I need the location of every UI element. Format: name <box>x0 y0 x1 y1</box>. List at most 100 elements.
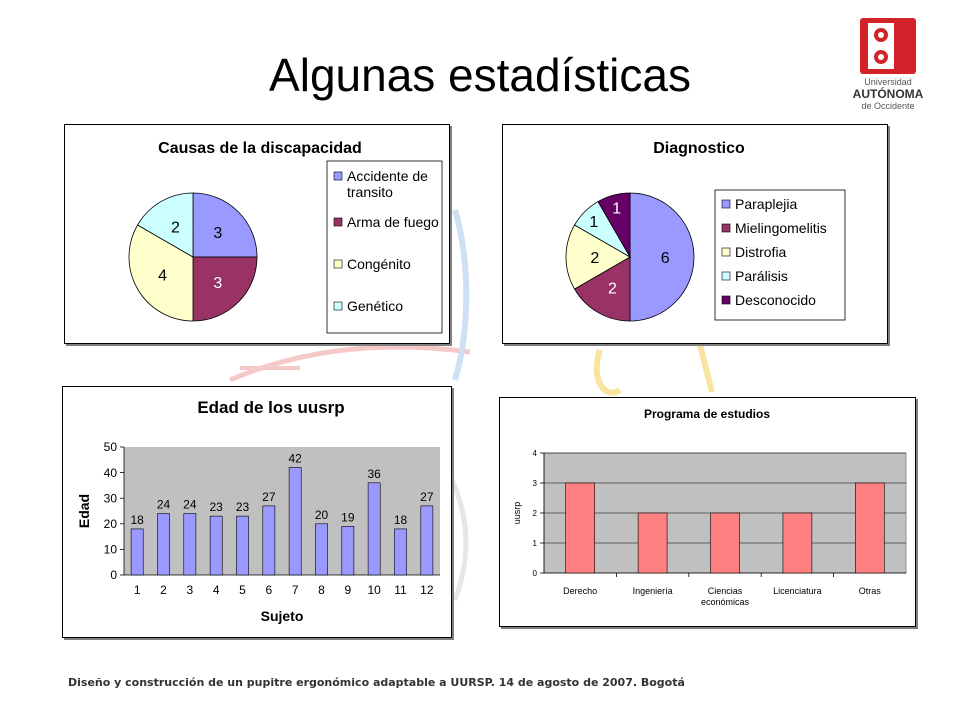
chart-edad-svg: Edad de los uusrp 0 10 20 30 40 50 18 1 24 2 24 3 23 4… <box>76 398 440 624</box>
bar-3 <box>183 513 197 576</box>
chart-programa-panel: Programa de estudios 0 1 2 3 4 Derecho Ingenier… <box>499 397 916 627</box>
chart-title: Diagnostico <box>653 140 745 157</box>
legend-swatch-3 <box>333 259 343 269</box>
logo-line-3: de Occidente <box>861 101 914 111</box>
legend-label-5: Desconocido <box>735 292 816 308</box>
chart-title: Causas de la discapacidad <box>158 140 362 157</box>
x-tick-label-1: Derecho <box>563 586 597 596</box>
chart-causas-panel: Causas de la discapacidad 3 3 4 2 Accidente d… <box>64 124 450 344</box>
x-tick-label-1: 1 <box>134 583 141 597</box>
legend-swatch-1 <box>333 171 343 181</box>
y-tick-label: 50 <box>104 440 118 454</box>
y-tick-label: 0 <box>110 568 117 582</box>
data-label-5: 23 <box>236 500 250 514</box>
bar-7 <box>288 467 302 576</box>
data-label-8: 20 <box>315 508 329 522</box>
legend-label-3: Congénito <box>347 256 411 272</box>
x-tick-label-2: 2 <box>160 583 167 597</box>
logo-line-2: AUTÓNOMA <box>853 86 924 101</box>
pie-slice-2 <box>574 256 631 322</box>
pie-slice-1 <box>192 192 258 258</box>
legend-label-4: Parálisis <box>735 268 788 284</box>
pie-slice-3 <box>128 224 194 322</box>
bar-12 <box>420 505 434 576</box>
plot-area <box>124 447 440 575</box>
bar-9 <box>341 526 355 576</box>
legend-label-2: Arma de fuego <box>347 214 439 230</box>
pie-slice-3 <box>565 224 631 290</box>
legend-swatch-2 <box>721 223 731 233</box>
y-axis-label: Edad <box>76 494 92 528</box>
x-tick-label-9: 9 <box>344 583 351 597</box>
x-axis-label: Sujeto <box>261 608 304 624</box>
bar-6 <box>262 505 276 576</box>
bar-11 <box>394 528 407 576</box>
y-tick-label: 10 <box>104 543 118 557</box>
x-tick-label-12: 12 <box>420 583 434 597</box>
x-tick-label-7: 7 <box>292 583 299 597</box>
y-tick-label: 3 <box>533 479 538 488</box>
data-label-11: 18 <box>394 513 408 527</box>
data-label-9: 19 <box>341 510 355 524</box>
chart-programa-svg: Programa de estudios 0 1 2 3 4 Derecho Ingenier… <box>512 407 907 607</box>
chart-legend <box>326 160 443 334</box>
y-tick-label: 0 <box>533 569 538 578</box>
bar-1 <box>565 482 595 574</box>
pie-label-4: 1 <box>589 214 598 231</box>
pie-label-2: 2 <box>608 280 617 297</box>
y-tick-label: 4 <box>533 449 538 458</box>
pie-slice-4 <box>137 192 194 258</box>
data-label-10: 36 <box>367 467 381 481</box>
y-tick-label: 20 <box>104 517 118 531</box>
slide-footer: Diseño y construcción de un pupitre ergo… <box>68 676 685 689</box>
data-label-3: 24 <box>183 498 197 512</box>
legend-swatch-5 <box>721 295 731 305</box>
y-tick-label: 2 <box>533 509 538 518</box>
x-tick-label-3: 3 <box>186 583 193 597</box>
chart-title: Edad de los uusrp <box>197 398 344 417</box>
legend-label-1: Paraplejia <box>735 196 797 212</box>
x-tick-label-5: Otras <box>859 586 882 596</box>
legend-label-2: Mielingomelitis <box>735 220 827 236</box>
legend-label-4: Genético <box>347 298 403 314</box>
legend-swatch-4 <box>721 271 731 281</box>
data-label-4: 23 <box>209 500 223 514</box>
bar-4 <box>209 515 223 576</box>
logo-line-1: Universidad <box>864 77 912 87</box>
legend-swatch-1 <box>721 199 731 209</box>
y-axis-label: uusrp <box>512 502 522 525</box>
bar-2 <box>157 513 170 576</box>
x-tick-label-10: 10 <box>367 583 381 597</box>
data-label-12: 27 <box>420 490 434 504</box>
bar-5 <box>855 482 885 574</box>
bar-3 <box>710 512 740 574</box>
y-tick-label: 40 <box>104 466 118 480</box>
data-label-7: 42 <box>288 451 302 465</box>
data-label-2: 24 <box>157 498 171 512</box>
legend-label-1: transito <box>347 184 393 200</box>
university-logo: Universidad AUTÓNOMA de Occidente <box>853 18 924 111</box>
data-label-1: 18 <box>130 513 144 527</box>
x-tick-label-8: 8 <box>318 583 325 597</box>
legend-swatch-2 <box>333 217 343 227</box>
pie-label-4: 2 <box>171 220 180 237</box>
y-tick-label: 1 <box>533 539 538 548</box>
chart-diagnostico-panel: Diagnostico 6 2 2 1 1 Paraplejia Mielingomeliti… <box>502 124 888 344</box>
legend-label-1: Accidente de <box>347 168 428 184</box>
x-tick-label-11: 11 <box>394 583 407 597</box>
y-tick-label: 30 <box>104 491 118 505</box>
chart-legend <box>714 189 846 321</box>
legend-label-3: Distrofia <box>735 244 787 260</box>
x-tick-label-6: 6 <box>265 583 272 597</box>
pie-label-3: 2 <box>590 250 599 267</box>
x-tick-label-3: económicas <box>701 597 750 607</box>
bar-1 <box>130 528 144 576</box>
x-tick-label-3: Ciencias <box>708 586 743 596</box>
slide-title: Algunas estadísticas <box>269 49 691 101</box>
x-tick-label-5: 5 <box>239 583 246 597</box>
pie-slice-1 <box>629 192 695 322</box>
legend-swatch-4 <box>333 301 343 311</box>
pie-slice-5 <box>597 192 631 259</box>
bar-5 <box>236 515 249 576</box>
